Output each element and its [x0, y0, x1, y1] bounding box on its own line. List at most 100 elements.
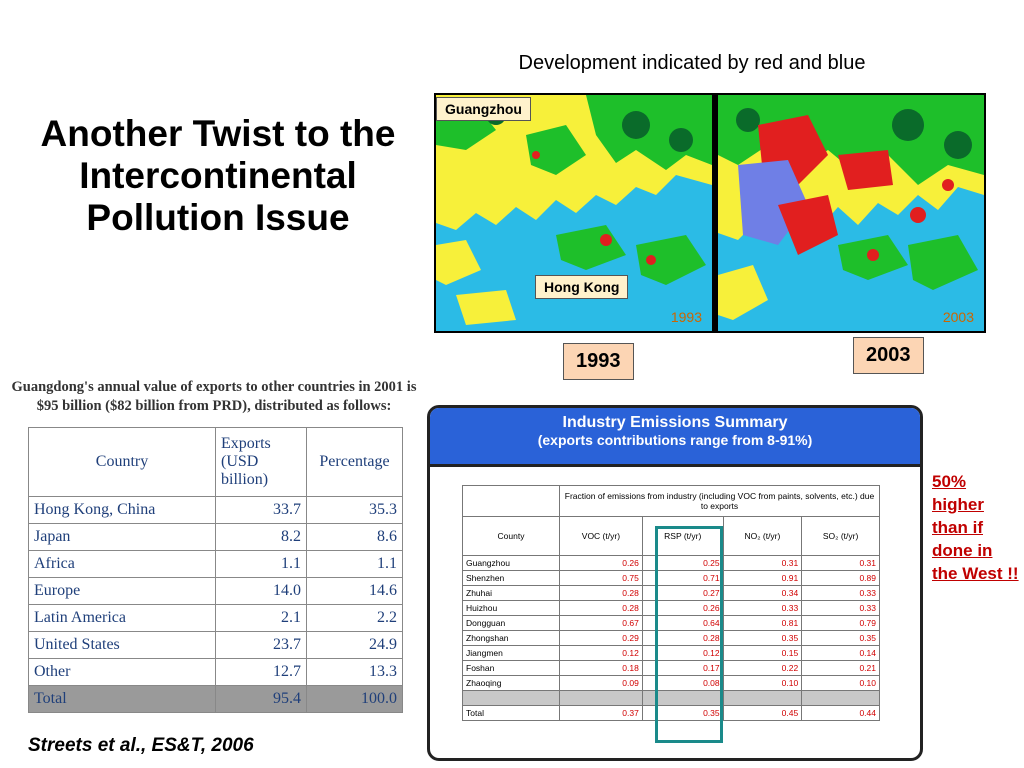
table-row: Latin America 2.1 2.2: [28, 604, 403, 632]
emissions-value-cell: 0.12: [559, 645, 643, 661]
emissions-col-header: County: [462, 516, 560, 556]
emissions-spacer-cell: [801, 690, 880, 706]
emissions-county-cell: Zhuhai: [462, 585, 560, 601]
emissions-value-cell: 0.22: [722, 660, 803, 676]
exports-value-cell: 8.6: [306, 523, 403, 551]
exports-caption: Guangdong's annual value of exports to o…: [11, 379, 417, 414]
exports-country-cell: Japan: [28, 523, 216, 551]
emissions-value-cell: 0.71: [641, 570, 724, 586]
satellite-map-pair: 1993 2003: [434, 93, 986, 333]
table-row: Foshan 0.18 0.17 0.22 0.21: [462, 660, 880, 676]
emissions-value-cell: 0.89: [801, 570, 880, 586]
emissions-value-cell: 0.31: [722, 555, 803, 571]
slide-title: Another Twist to the Intercontinental Po…: [40, 113, 396, 238]
emissions-value-cell: 0.27: [641, 585, 724, 601]
exports-value-cell: 13.3: [306, 658, 403, 686]
emissions-county-cell: Foshan: [462, 660, 560, 676]
map-year-1993-inline: 1993: [670, 309, 702, 325]
emissions-value-cell: 0.35: [722, 630, 803, 646]
table-row: Total 0.37 0.35 0.45 0.44: [462, 705, 880, 721]
map-year-2003-inline: 2003: [942, 309, 974, 325]
emissions-value-cell: 0.10: [722, 675, 803, 691]
table-row: Europe 14.0 14.6: [28, 577, 403, 605]
map-2003: 2003: [718, 95, 984, 331]
emissions-col-row: County VOC (t/yr) RSP (t/yr) NO₂ (t/yr) …: [462, 516, 880, 556]
exports-value-cell: 24.9: [306, 631, 403, 659]
exports-value-cell: 12.7: [215, 658, 307, 686]
exports-value-cell: 8.2: [215, 523, 307, 551]
table-row: Africa 1.1 1.1: [28, 550, 403, 578]
table-row: Hong Kong, China 33.7 35.3: [28, 496, 403, 524]
map-caption: Development indicated by red and blue: [518, 52, 866, 74]
emissions-value-cell: 0.10: [801, 675, 880, 691]
emissions-value-cell: 0.21: [801, 660, 880, 676]
table-row: Japan 8.2 8.6: [28, 523, 403, 551]
exports-body: Hong Kong, China 33.7 35.3 Japan 8.2 8.6 Afric…: [28, 496, 403, 713]
emissions-value-cell: 0.64: [641, 615, 724, 631]
map-1993: 1993: [436, 95, 712, 331]
emissions-spacer-row: [462, 690, 880, 706]
emissions-table: Fraction of emissions from industry (inc…: [462, 485, 880, 721]
emissions-value-cell: 0.91: [722, 570, 803, 586]
emissions-value-cell: 0.18: [559, 660, 643, 676]
exports-value-cell: 95.4: [215, 685, 307, 713]
exports-country-cell: Europe: [28, 577, 216, 605]
emissions-col-header: SO₂ (t/yr): [801, 516, 880, 556]
emissions-value-cell: 0.26: [559, 555, 643, 571]
emissions-body: Guangzhou 0.26 0.25 0.31 0.31 Shenzhen 0.75 0.7…: [462, 555, 880, 721]
exports-value-cell: 1.1: [306, 550, 403, 578]
emissions-county-cell: Zhaoqing: [462, 675, 560, 691]
emissions-spacer-cell: [559, 690, 643, 706]
emissions-value-cell: 0.33: [722, 600, 803, 616]
exports-value-cell: 2.1: [215, 604, 307, 632]
year-box-2003: 2003: [853, 337, 924, 374]
emissions-col-header: VOC (t/yr): [559, 516, 643, 556]
emissions-value-cell: 0.67: [559, 615, 643, 631]
emissions-summary-card: Industry Emissions Summary (exports cont…: [427, 405, 923, 761]
emissions-value-cell: 0.28: [559, 585, 643, 601]
guangzhou-label: Guangzhou: [436, 97, 531, 121]
citation: Streets et al., ES&T, 2006: [28, 735, 254, 756]
exports-country-cell: Other: [28, 658, 216, 686]
emissions-spacer-cell: [722, 690, 803, 706]
emissions-value-cell: 0.14: [801, 645, 880, 661]
table-row: Huizhou 0.28 0.26 0.33 0.33: [462, 600, 880, 616]
exports-value-cell: 14.6: [306, 577, 403, 605]
year-box-1993: 1993: [563, 343, 634, 380]
map-1993-image: [436, 95, 712, 331]
emissions-title: Industry Emissions Summary: [562, 414, 788, 431]
exports-country-cell: Latin America: [28, 604, 216, 632]
emissions-group-row: Fraction of emissions from industry (inc…: [462, 485, 880, 517]
table-row: Shenzhen 0.75 0.71 0.91 0.89: [462, 570, 880, 586]
emissions-spacer-cell: [462, 690, 560, 706]
emissions-header: Industry Emissions Summary (exports cont…: [430, 408, 920, 467]
exports-value-cell: 14.0: [215, 577, 307, 605]
emissions-col-header: NO₂ (t/yr): [722, 516, 803, 556]
emissions-value-cell: 0.81: [722, 615, 803, 631]
emissions-value-cell: 0.35: [801, 630, 880, 646]
exports-value-cell: 2.2: [306, 604, 403, 632]
exports-total-row: Total 95.4 100.0: [28, 685, 403, 713]
emissions-value-cell: 0.34: [722, 585, 803, 601]
emissions-value-cell: 0.12: [641, 645, 724, 661]
emissions-value-cell: 0.79: [801, 615, 880, 631]
emissions-value-cell: 0.25: [641, 555, 724, 571]
exports-value-cell: 23.7: [215, 631, 307, 659]
table-row: Zhuhai 0.28 0.27 0.34 0.33: [462, 585, 880, 601]
emissions-value-cell: 0.31: [801, 555, 880, 571]
emissions-county-cell: Shenzhen: [462, 570, 560, 586]
emissions-value-cell: 0.75: [559, 570, 643, 586]
emissions-value-cell: 0.15: [722, 645, 803, 661]
emissions-value-cell: 0.33: [801, 585, 880, 601]
emissions-group-header: Fraction of emissions from industry (inc…: [559, 485, 880, 517]
exports-value-cell: 35.3: [306, 496, 403, 524]
emissions-group-blank: [462, 485, 560, 517]
exports-country-cell: Total: [28, 685, 216, 713]
exports-col-header: Percentage: [306, 427, 403, 497]
emissions-value-cell: 0.17: [641, 660, 724, 676]
emissions-value-cell: 0.37: [559, 705, 643, 721]
hong-kong-label: Hong Kong: [535, 275, 629, 299]
emissions-value-cell: 0.45: [722, 705, 803, 721]
west-comparison-note: 50% higher than if done in the West !!: [932, 472, 1019, 583]
exports-country-cell: United States: [28, 631, 216, 659]
